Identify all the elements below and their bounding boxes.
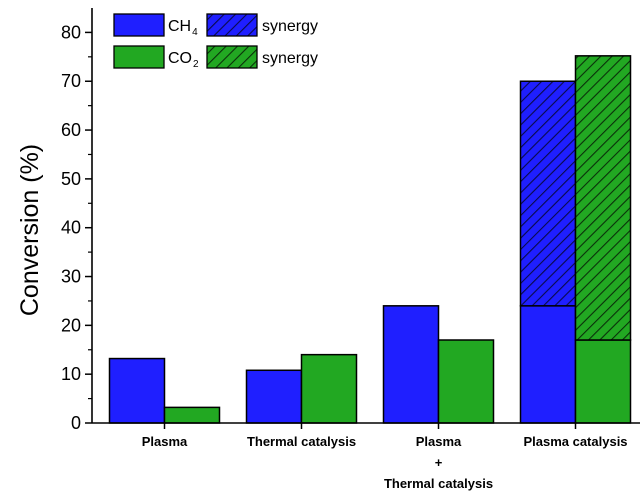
x-tick-label: Plasma catalysis — [523, 434, 627, 449]
bar-co-2 — [437, 339, 495, 424]
y-axis-label: Conversion (%) — [16, 144, 44, 316]
x-tick-label: + — [435, 455, 443, 470]
bar-co-0 — [163, 406, 221, 424]
legend-swatch-synergy-1 — [206, 45, 258, 69]
legend-swatch-synergy-0 — [206, 13, 258, 37]
legend-swatch-co — [113, 45, 165, 69]
legend-subscript: 2 — [193, 59, 199, 70]
y-tick-label: 60 — [61, 120, 81, 140]
y-tick-label: 70 — [61, 71, 81, 91]
axes-group — [91, 8, 640, 424]
legend-swatch-ch — [113, 13, 165, 37]
x-tick-label: Thermal catalysis — [247, 434, 356, 449]
bar-ch-1 — [245, 369, 303, 424]
bar-ch-0 — [108, 357, 166, 424]
bars-group — [108, 55, 632, 424]
bar-ch-2 — [382, 305, 440, 424]
y-ticks-group: 0 10 20 30 40 50 60 70 80 — [61, 22, 92, 433]
legend-subscript: 4 — [192, 27, 198, 38]
legend-label-co: CO — [168, 50, 192, 67]
y-tick-label: 20 — [61, 315, 81, 335]
y-tick-label: 0 — [71, 413, 81, 433]
y-tick-label: 10 — [61, 364, 81, 384]
bar-ch-3 — [519, 305, 577, 424]
synergy-bar-0 — [519, 80, 577, 307]
x-tick-label: Thermal catalysis — [384, 476, 493, 491]
y-tick-label: 80 — [61, 22, 81, 42]
y-tick-label: 50 — [61, 169, 81, 189]
y-tick-label: 40 — [61, 218, 81, 238]
x-tick-label: Plasma — [416, 434, 462, 449]
synergy-bar-1 — [574, 55, 632, 341]
bar-co-1 — [300, 353, 358, 424]
x-tick-label: Plasma — [142, 434, 188, 449]
legend-label-synergy: synergy — [262, 18, 318, 35]
bar-co-3 — [574, 339, 632, 424]
legend: CH 4 synergy CO 2 synergy — [113, 13, 318, 70]
legend-label-synergy: synergy — [262, 50, 318, 67]
y-tick-label: 30 — [61, 267, 81, 287]
x-ticks-group: Plasma Thermal catalysis Plasma + Thermal ca… — [142, 423, 628, 491]
legend-label-ch: CH — [168, 18, 191, 35]
